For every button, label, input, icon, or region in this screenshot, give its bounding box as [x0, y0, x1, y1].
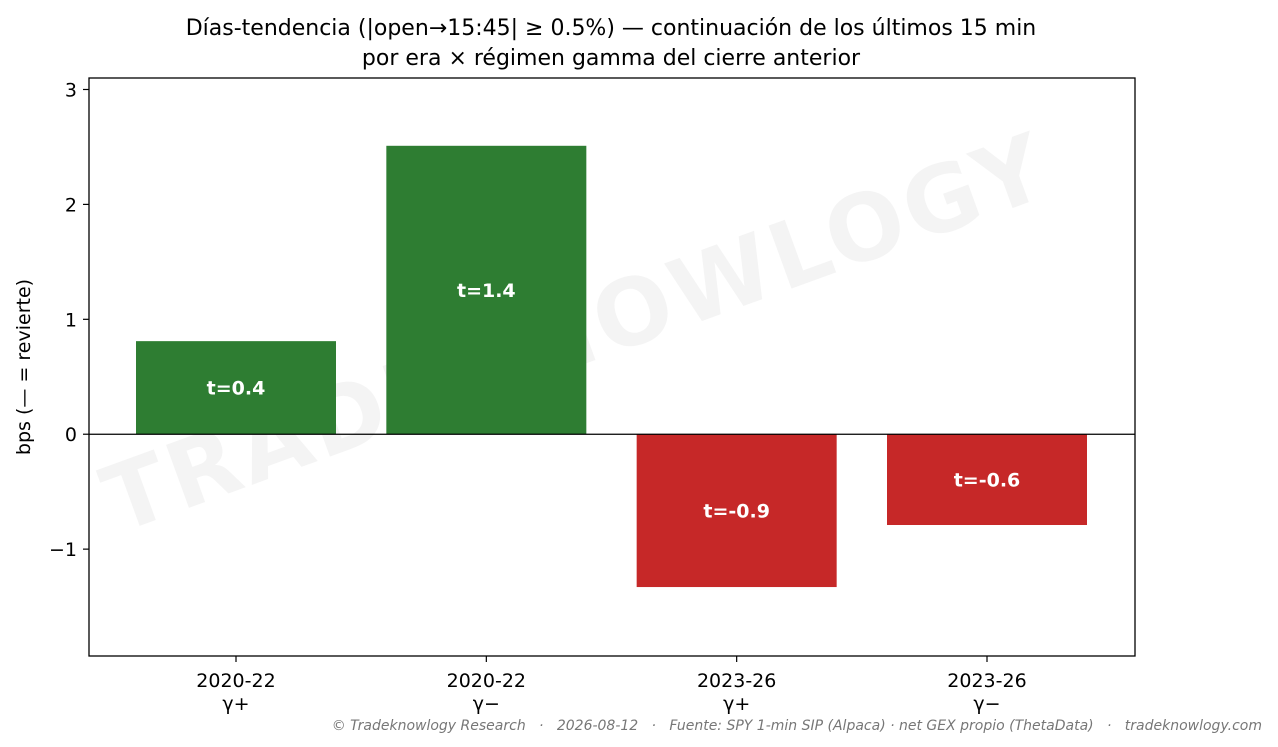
- bar-2: [386, 145, 587, 435]
- chart-title: Días-tendencia (|open→15:45| ≥ 0.5%) — c…: [186, 16, 1037, 41]
- bar-3: [636, 434, 837, 588]
- x-tick-label-regime: γ−: [973, 693, 1000, 715]
- y-axis-label: bps (— = revierte): [13, 279, 35, 455]
- bar-4: [887, 434, 1087, 526]
- bar-1: [136, 341, 336, 435]
- bar-data-label-4: t=-0.6: [954, 470, 1021, 492]
- x-tick-label-regime: γ+: [222, 693, 249, 715]
- x-tick-label-regime: γ+: [723, 693, 750, 715]
- y-tick-label: 3: [65, 79, 77, 101]
- y-tick-label: 1: [65, 309, 77, 331]
- x-tick-label-era: 2023-26: [697, 670, 776, 692]
- plot-frame: [88, 77, 1136, 657]
- y-tick-label: 0: [65, 424, 77, 446]
- bar-labels-layer: t=0.4 t=1.4 t=-0.9 t=-0.6: [207, 280, 1021, 523]
- bars-layer: [136, 145, 1087, 588]
- y-tick-label: 2: [65, 194, 77, 216]
- chart-subtitle: por era × régimen gamma del cierre anter…: [362, 46, 861, 71]
- x-tick-label-era: 2023-26: [947, 670, 1026, 692]
- x-tick-label-regime: γ−: [473, 693, 500, 715]
- x-tick-label-era: 2020-22: [447, 670, 526, 692]
- y-axis: −1 0 1 2 3: [49, 79, 89, 561]
- footer-credits: © Tradeknowlogy Research · 2026-08-12 · …: [332, 718, 1262, 734]
- bar-data-label-1: t=0.4: [207, 378, 266, 400]
- bar-data-label-3: t=-0.9: [703, 501, 770, 523]
- x-tick-label-era: 2020-22: [196, 670, 275, 692]
- y-tick-label: −1: [49, 539, 77, 561]
- bar-data-label-2: t=1.4: [457, 280, 516, 302]
- x-axis: 2020-22γ+2020-22γ−2023-26γ+2023-26γ−: [196, 656, 1027, 715]
